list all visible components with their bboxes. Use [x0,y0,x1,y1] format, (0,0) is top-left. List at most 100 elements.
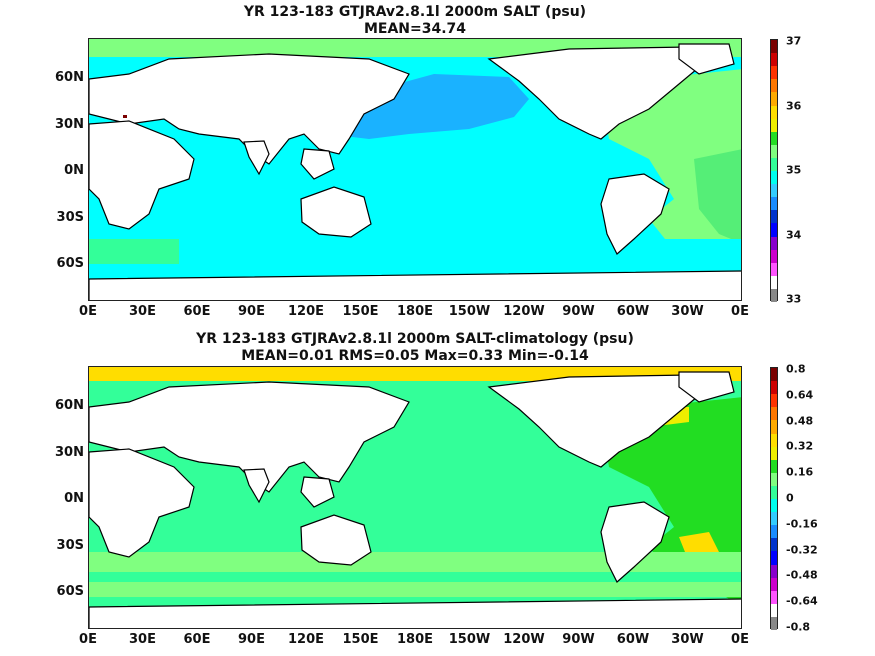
panel2-colorbar [770,367,778,631]
panel2-ytick-0n: 0N [64,491,84,506]
colorbar-segment [771,525,777,539]
colorbar-label: 35 [786,163,802,177]
panel1-ytick-60s: 60S [56,256,84,271]
colorbar-segment [771,288,777,303]
colorbar-segment [771,433,777,448]
colorbar-segment [771,223,777,237]
land-masses [89,371,741,628]
panel1-title-line2: MEAN=34.74 [363,21,467,37]
colorbar-segment [771,105,777,120]
panel2-xtick: 120E [287,632,325,647]
panel1-ytick-30s: 30S [56,210,84,225]
panel1-title-line1: YR 123-183 GTJRAv2.8.1l 2000m SALT (psu) [243,4,587,20]
panel2-xtick: 60W [616,632,650,647]
colorbar-segment [771,40,777,54]
colorbar-segment [771,262,777,277]
colorbar-segment [771,590,777,605]
colorbar-label: -0.32 [786,543,818,557]
panel1-map-svg [89,39,741,300]
panel2-ytick-60n: 60N [55,398,84,413]
land-masses [89,43,741,300]
panel2-xtick: 30W [671,632,704,647]
panel2-title-line1: YR 123-183 GTJRAv2.8.1l 2000m SALT-clima… [196,331,634,347]
colorbar-label: 36 [786,99,802,112]
panel2-ytick-60s: 60S [56,584,84,599]
panel2-xtick: 90E [238,632,265,647]
panel1-map [88,38,742,301]
colorbar-segment [771,368,777,382]
colorbar-segment [771,407,777,421]
colorbar-segment [771,275,777,290]
panel2-xtick: 0E [731,632,749,647]
colorbar-segment [771,616,777,631]
colorbar-label: 0.32 [786,439,814,453]
panel1-xtick: 60E [183,304,211,319]
panel2-xtick: 30E [129,632,156,647]
colorbar-segment [771,66,777,80]
panel1-xtick: 60W [616,304,650,319]
colorbar-label: 0.48 [786,414,814,428]
colorbar-segment [771,538,777,552]
colorbar-segment [771,551,777,565]
colorbar-segment [771,236,777,251]
colorbar-segment [771,79,777,93]
panel2-xtick: 90W [562,632,595,647]
colorbar-segment [771,459,777,474]
panel1-ytick-60n: 60N [55,70,84,85]
panel2-xtick: 0E [79,632,97,647]
colorbar-label: 0 [786,491,794,505]
panel2-xtick: 180E [396,632,434,647]
colorbar-label: 37 [786,34,802,48]
colorbar-label: 34 [786,228,802,241]
colorbar-label: -0.64 [786,594,818,608]
panel1-xtick: 30W [671,304,704,319]
colorbar-segment [771,53,777,67]
panel1-xtick: 0E [731,304,749,319]
panel2-xtick: 60E [183,632,211,647]
panel1-xtick: 180E [396,304,434,319]
colorbar-segment [771,446,777,461]
panel1-xtick: 90W [562,304,595,319]
atlantic-region [604,69,741,278]
colorbar-segment [771,197,777,211]
panel1-xtick: 120E [287,304,325,319]
colorbar-segment [771,144,777,159]
colorbar-label: 33 [786,292,802,306]
panel2-map-svg [89,367,741,628]
panel1-ytick-0n: 0N [64,163,84,178]
panel1-colorbar [770,39,778,303]
colorbar-segment [771,472,777,487]
colorbar-segment [771,210,777,224]
panel1-xtick: 150E [342,304,379,319]
panel2-ytick-30n: 30N [55,445,84,460]
colorbar-segment [771,249,777,264]
panel1-ytick-30n: 30N [55,117,84,132]
colorbar-segment [771,564,777,579]
colorbar-segment [771,512,777,526]
colorbar-label: 0.64 [786,388,814,402]
colorbar-segment [771,118,777,133]
colorbar-segment [771,131,777,146]
colorbar-segment [771,184,777,198]
panel1-xtick: 0E [79,304,97,319]
panel2-title-line2: MEAN=0.01 RMS=0.05 Max=0.33 Min=-0.14 [241,348,589,364]
colorbar-label: 0.8 [786,362,806,376]
colorbar-label: -0.48 [786,568,818,582]
colorbar-segment [771,171,777,185]
colorbar-label: -0.16 [786,517,818,531]
panel1-xtick: 30E [129,304,156,319]
panel2-xtick: 150W [448,632,491,647]
colorbar-segment [771,499,777,513]
panel2-xtick: 150E [342,632,379,647]
panel2-xtick: 120W [503,632,545,647]
panel2-ytick-30s: 30S [56,538,84,553]
panel1-xtick: 90E [238,304,265,319]
colorbar-label: -0.8 [786,620,811,634]
colorbar-segment [771,485,777,500]
colorbar-segment [771,381,777,395]
colorbar-segment [771,577,777,592]
colorbar-segment [771,157,777,172]
colorbar-segment [771,394,777,408]
colorbar-segment [771,603,777,618]
panel2-map [88,366,742,629]
